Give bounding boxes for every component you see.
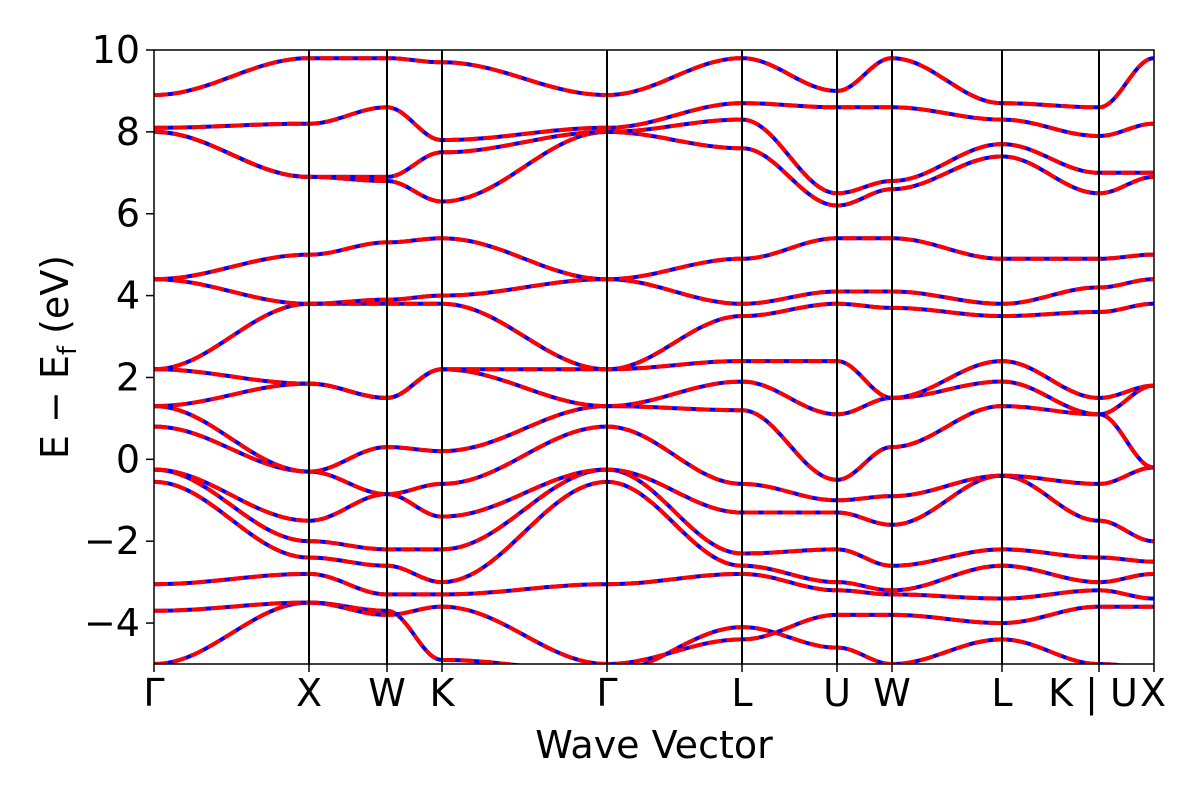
high-symmetry-lines	[308, 50, 1100, 664]
x-tick-label-1: X	[296, 671, 322, 715]
band-line-solid-1	[154, 600, 1154, 664]
y-tick-label-6: 8	[116, 110, 140, 154]
band-line-dashed-4	[154, 467, 1154, 568]
y-axis-ticks: −4 −2 0 2 4 6 8 10	[84, 28, 154, 645]
x-tick-label-10: X	[1140, 671, 1166, 715]
x-tick-label-3: K	[430, 671, 456, 715]
band-line-dashed-5	[154, 467, 1154, 544]
band-line-dashed-11	[154, 277, 1154, 306]
x-tick-label-0: Γ	[143, 671, 164, 715]
band-line-solid-9	[154, 359, 1154, 400]
y-axis-label-unit: (eV)	[33, 255, 77, 346]
plot-frame	[153, 49, 1155, 665]
band-line-solid-11	[154, 277, 1154, 306]
y-axis-label-sub: f	[53, 345, 83, 355]
x-tick-label-4: Γ	[596, 671, 617, 715]
x-tick-label-2: W	[368, 671, 406, 715]
band-line-solid-2	[154, 571, 1154, 601]
y-tick-label-4: 4	[116, 274, 140, 318]
band-line-dashed-0	[154, 600, 1127, 664]
x-axis-label: Wave Vector	[535, 723, 773, 767]
x-tick-label-7: W	[873, 671, 911, 715]
band-line-dashed-2	[154, 571, 1154, 601]
y-tick-label-3: 2	[116, 355, 140, 399]
y-tick-label-2: 0	[116, 437, 140, 481]
band-line-dashed-14	[154, 117, 1154, 196]
x-tick-label-9: K | U	[1048, 671, 1138, 716]
band-line-dashed-15	[154, 101, 1154, 143]
x-tick-label-8: L	[991, 671, 1012, 715]
y-tick-label-5: 6	[116, 192, 140, 236]
y-tick-label-0: −4	[84, 601, 140, 645]
x-tick-label-5: L	[731, 671, 752, 715]
band-line-solid-6	[154, 424, 1154, 503]
band-line-dashed-16	[154, 56, 1154, 110]
y-axis-label-main: E − E	[33, 355, 77, 459]
y-tick-label-1: −2	[84, 519, 140, 563]
y-axis-label: E − Ef (eV)	[33, 255, 83, 459]
band-line-dashed-6	[154, 424, 1154, 503]
band-line-solid-16	[154, 56, 1154, 110]
y-tick-label-7: 10	[92, 28, 140, 72]
x-tick-label-6: U	[823, 671, 851, 715]
band-lines	[154, 56, 1154, 664]
band-line-dashed-1	[154, 600, 1154, 664]
